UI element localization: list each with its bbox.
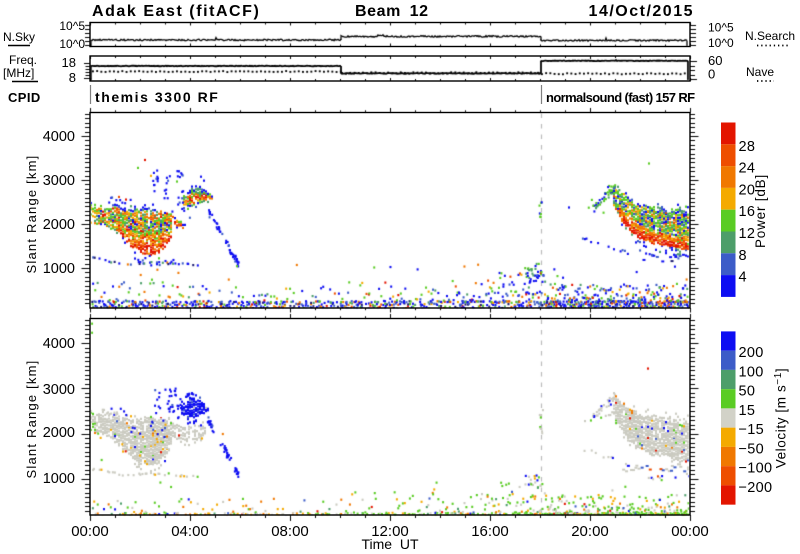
- svg-text:8: 8: [69, 70, 76, 85]
- svg-text:10^0: 10^0: [708, 36, 734, 50]
- svg-text:4000: 4000: [43, 336, 75, 352]
- svg-text:20:00: 20:00: [571, 523, 609, 540]
- svg-text:[MHz]: [MHz]: [3, 66, 34, 80]
- svg-text:Slant Range [km]: Slant Range [km]: [24, 155, 39, 274]
- svg-text:10^5: 10^5: [59, 19, 85, 33]
- svg-text:00:00: 00:00: [71, 523, 109, 540]
- svg-text:24: 24: [739, 161, 756, 177]
- svg-text:3000: 3000: [43, 382, 75, 398]
- svg-text:−100: −100: [739, 461, 773, 477]
- svg-text:Nave: Nave: [746, 65, 774, 79]
- svg-text:50: 50: [739, 384, 756, 400]
- svg-text:2000: 2000: [43, 425, 75, 441]
- svg-text:8: 8: [739, 248, 747, 264]
- svg-text:−15: −15: [739, 422, 765, 438]
- svg-text:08:00: 08:00: [271, 523, 309, 540]
- svg-text:18: 18: [62, 55, 76, 70]
- svg-text:4: 4: [739, 270, 747, 286]
- svg-text:16: 16: [739, 204, 756, 220]
- svg-text:CPID: CPID: [8, 90, 41, 105]
- svg-text:16:00: 16:00: [471, 523, 509, 540]
- svg-text:0: 0: [708, 67, 715, 82]
- svg-text:3000: 3000: [43, 173, 75, 189]
- svg-text:4000: 4000: [43, 129, 75, 145]
- svg-text:20: 20: [739, 183, 756, 199]
- svg-text:28: 28: [739, 139, 756, 155]
- svg-text:Time UT: Time UT: [361, 536, 418, 552]
- svg-text:15: 15: [739, 403, 756, 419]
- svg-text:10^0: 10^0: [59, 37, 85, 51]
- svg-text:00:00: 00:00: [671, 523, 709, 540]
- svg-text:Velocity [m s−1]: Velocity [m s−1]: [773, 368, 789, 469]
- svg-text:−50: −50: [739, 442, 765, 458]
- svg-text:themis 3300 RF: themis 3300 RF: [95, 89, 219, 105]
- svg-text:Freq.: Freq.: [9, 53, 37, 67]
- svg-text:1000: 1000: [43, 261, 75, 277]
- svg-text:12: 12: [739, 226, 756, 242]
- svg-text:14/Oct/2015: 14/Oct/2015: [589, 3, 694, 20]
- svg-text:1000: 1000: [43, 471, 75, 487]
- svg-text:−200: −200: [739, 480, 773, 496]
- svg-text:N.Search: N.Search: [745, 29, 795, 43]
- svg-text:10^5: 10^5: [708, 21, 734, 35]
- svg-text:04:00: 04:00: [171, 523, 209, 540]
- svg-text:60: 60: [708, 53, 722, 68]
- svg-text:200: 200: [739, 345, 764, 361]
- svg-text:12:00: 12:00: [371, 523, 409, 540]
- svg-text:N.Sky: N.Sky: [3, 30, 35, 44]
- svg-text:100: 100: [739, 365, 764, 381]
- svg-text:Slant Range [km]: Slant Range [km]: [24, 360, 39, 479]
- svg-text:Adak East (fitACF): Adak East (fitACF): [92, 3, 260, 20]
- svg-text:Beam 12: Beam 12: [355, 3, 429, 20]
- svg-text:2000: 2000: [43, 217, 75, 233]
- svg-text:normalsound (fast) 157 RF: normalsound (fast) 157 RF: [546, 90, 695, 105]
- svg-text:Power [dB]: Power [dB]: [753, 174, 768, 248]
